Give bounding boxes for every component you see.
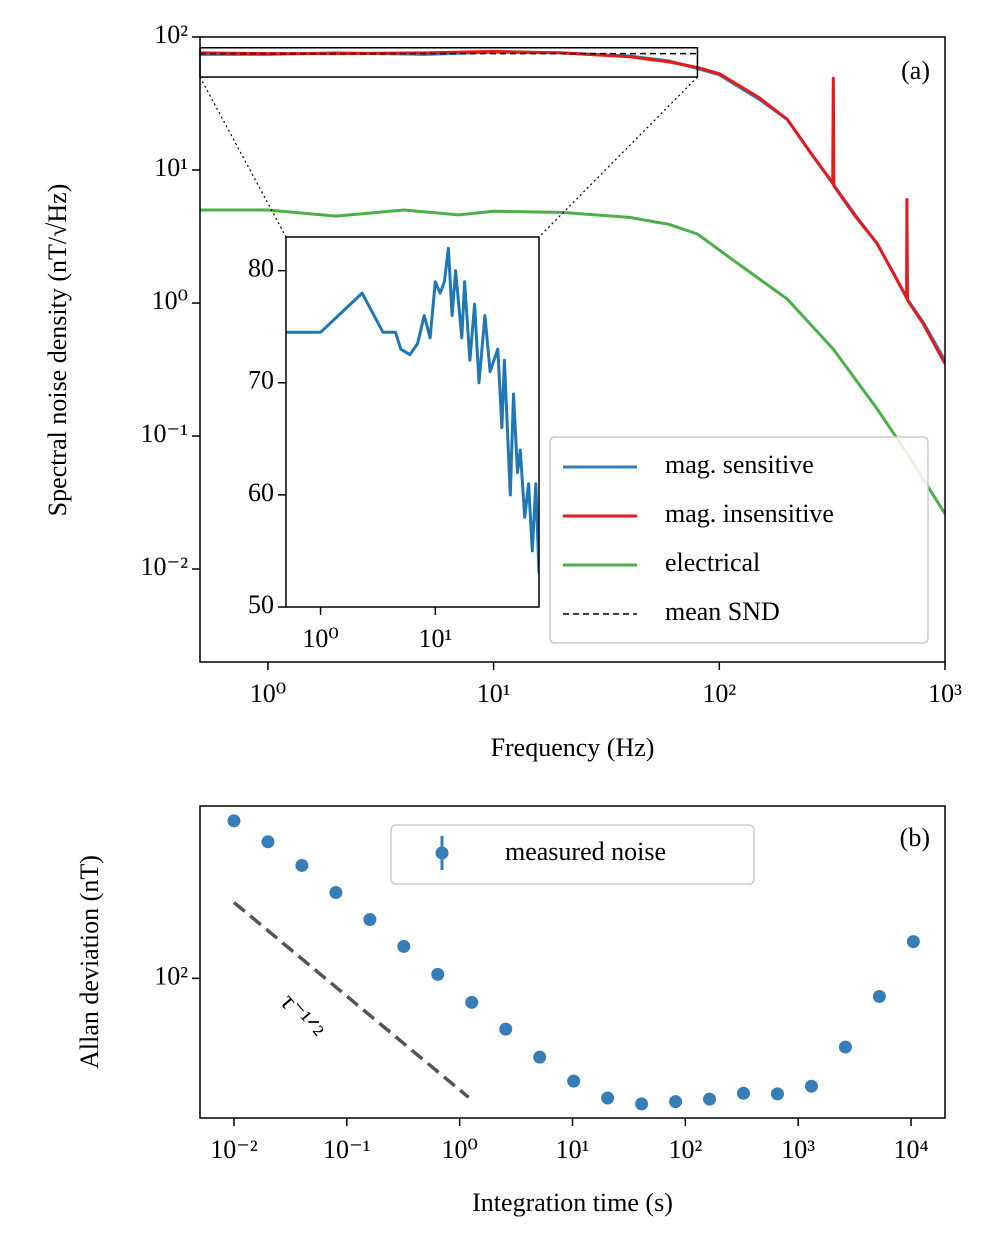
y-tick-label: 10² [154, 961, 188, 990]
x-tick-label: 10¹ [556, 1135, 590, 1164]
x-axis-label: Frequency (Hz) [491, 733, 655, 762]
data-point [669, 1095, 683, 1109]
x-tick-label: 10⁰ [302, 624, 338, 653]
data-point [770, 1087, 784, 1101]
legend-box [549, 436, 929, 644]
legend-marker [435, 846, 449, 860]
x-tick-label: 10² [702, 679, 736, 708]
data-point [872, 990, 886, 1004]
axes-frame [285, 236, 540, 608]
legend-box [390, 824, 755, 885]
data-point [227, 814, 241, 828]
y-tick-label: 10⁻¹ [140, 419, 188, 448]
y-axis-label: Allan deviation (nT) [75, 855, 104, 1069]
x-tick-label: 10⁴ [893, 1135, 928, 1164]
y-tick-label: 70 [248, 366, 274, 395]
x-tick-label: 10⁰ [250, 679, 286, 708]
inset-background [286, 237, 539, 607]
legend-label: mag. sensitive [665, 450, 814, 479]
data-point [635, 1097, 649, 1111]
zoom-box [199, 47, 699, 78]
x-tick-label: 10¹ [477, 679, 511, 708]
x-tick-label: 10⁰ [441, 1135, 477, 1164]
x-tick-label: 10² [668, 1135, 702, 1164]
axes-frame [199, 36, 946, 663]
panel-label: (b) [900, 823, 930, 852]
y-tick-label: 50 [248, 590, 274, 619]
data-point [329, 885, 343, 899]
x-tick-label: 10³ [928, 679, 962, 708]
data-point [906, 935, 920, 949]
series-line [200, 208, 945, 515]
data-point [838, 1040, 852, 1054]
legend-label: mean SND [665, 597, 780, 626]
x-tick-label: 10¹ [418, 624, 452, 653]
y-axis-label: Spectral noise density (nT/√Hz) [43, 184, 72, 517]
data-point [499, 1022, 513, 1036]
y-tick-label: 10¹ [154, 153, 188, 182]
y-tick-label: 10² [154, 20, 188, 49]
panel-label: (a) [901, 56, 930, 85]
data-point [804, 1079, 818, 1093]
data-point [601, 1091, 615, 1105]
series-line [200, 49, 945, 365]
axes-frame [199, 805, 946, 1119]
data-point [397, 939, 411, 953]
y-tick-label: 80 [248, 254, 274, 283]
x-tick-label: 10³ [781, 1135, 815, 1164]
y-tick-label: 10⁻² [140, 552, 188, 581]
reference-line [232, 901, 470, 1099]
data-point [533, 1050, 547, 1064]
zoom-connector [199, 76, 287, 238]
data-point [465, 995, 479, 1009]
data-point [363, 912, 377, 926]
y-tick-label: 60 [248, 478, 274, 507]
legend-label: electrical [665, 548, 760, 577]
legend-label: measured noise [505, 837, 666, 866]
legend-label: mag. insensitive [665, 499, 834, 528]
data-point [295, 858, 309, 872]
x-tick-label: 10⁻¹ [323, 1135, 371, 1164]
data-point [703, 1092, 717, 1106]
data-point [261, 835, 275, 849]
x-axis-label: Integration time (s) [472, 1188, 673, 1217]
data-point [737, 1086, 751, 1100]
series-line [286, 246, 539, 574]
data-point [567, 1074, 581, 1088]
data-point [431, 967, 445, 981]
y-tick-label: 10⁰ [152, 286, 188, 315]
x-tick-label: 10⁻² [210, 1135, 258, 1164]
